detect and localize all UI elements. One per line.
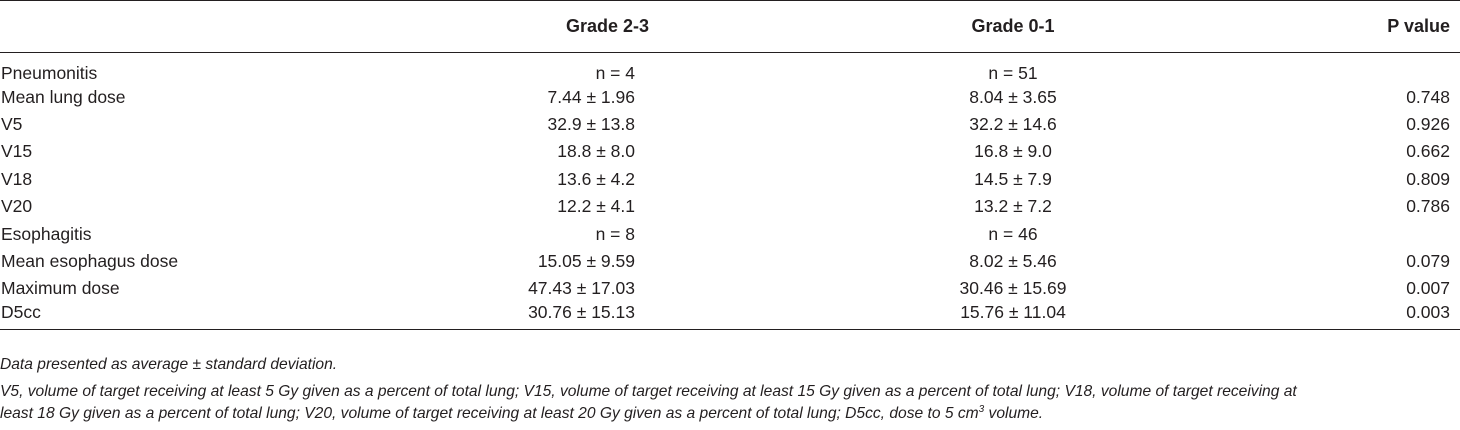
p-value-cell: 0.809 — [1406, 168, 1450, 189]
table-header: Grade 2-3 Grade 0-1 P value — [0, 0, 1460, 53]
p-value-cell: 0.079 — [1406, 251, 1450, 272]
header-row: Grade 2-3 Grade 0-1 P value — [0, 0, 1460, 53]
table-row: V5 32.9 ± 13.8 32.2 ± 14.6 0.926 — [0, 110, 1460, 137]
table-row: V15 18.8 ± 8.0 16.8 ± 9.0 0.662 — [0, 138, 1460, 165]
p-value-cell — [1373, 220, 1460, 247]
grade-0-1-cell: n = 46 — [988, 223, 1038, 244]
grade-0-1-cell: 32.2 ± 14.6 — [969, 114, 1057, 135]
grade-0-1-cell: n = 51 — [988, 63, 1038, 83]
row-label: Pneumonitis — [1, 63, 98, 83]
dose-comparison-table: Grade 2-3 Grade 0-1 P value Pneumonitis … — [0, 0, 1460, 331]
table-row: V20 12.2 ± 4.1 13.2 ± 7.2 0.786 — [0, 193, 1460, 220]
grade-2-3-cell: n = 8 — [595, 223, 635, 244]
abbreviations-note: V5, volume of target receiving at least … — [0, 381, 1460, 425]
grade-0-1-cell: 8.04 ± 3.65 — [969, 86, 1057, 107]
row-label: Mean esophagus dose — [1, 251, 179, 272]
table-row: Mean esophagus dose 15.05 ± 9.59 8.02 ± … — [0, 247, 1460, 274]
row-label: V18 — [1, 168, 33, 189]
grade-0-1-cell: 14.5 ± 7.9 — [974, 168, 1052, 189]
grade-2-3-cell: 7.44 ± 1.96 — [547, 86, 635, 107]
grade-2-3-cell: 18.8 ± 8.0 — [557, 141, 635, 162]
table-row: Esophagitis n = 8 n = 46 — [0, 220, 1460, 247]
row-label: V15 — [1, 141, 33, 162]
row-label: Esophagitis — [1, 223, 92, 244]
table-row: Mean lung dose 7.44 ± 1.96 8.04 ± 3.65 0… — [0, 83, 1460, 110]
grade-2-3-cell: 13.6 ± 4.2 — [557, 168, 635, 189]
abbreviations-line-2: least 18 Gy given as a percent of total … — [0, 405, 979, 422]
grade-0-1-cell: 15.76 ± 11.04 — [673, 302, 1373, 331]
p-value-cell: 0.003 — [1373, 302, 1460, 331]
row-label: D5cc — [0, 302, 340, 331]
row-label: V20 — [1, 196, 33, 217]
grade-2-3-cell: 12.2 ± 4.1 — [557, 196, 635, 217]
table-body: Pneumonitis n = 4 n = 51 Mean lung dose … — [0, 53, 1460, 331]
grade-0-1-cell: 8.02 ± 5.46 — [969, 251, 1057, 272]
grade-0-1-cell: 16.8 ± 9.0 — [974, 141, 1052, 162]
header-label-cell — [0, 0, 340, 53]
grade-0-1-cell: 30.46 ± 15.69 — [959, 278, 1067, 299]
grade-2-3-cell: 32.9 ± 13.8 — [547, 114, 635, 135]
table-row: D5cc 30.76 ± 15.13 15.76 ± 11.04 0.003 — [0, 302, 1460, 331]
row-label: V5 — [1, 114, 23, 135]
grade-2-3-cell: 47.43 ± 17.03 — [528, 278, 635, 299]
header-p-value: P value — [1373, 0, 1460, 53]
superscript-three: 3 — [978, 403, 985, 415]
table-row: Maximum dose 47.43 ± 17.03 30.46 ± 15.69… — [0, 275, 1460, 302]
table-row: Pneumonitis n = 4 n = 51 — [0, 53, 1460, 84]
p-value-cell: 0.926 — [1406, 114, 1450, 135]
p-value-cell: 0.748 — [1406, 86, 1450, 107]
grade-2-3-cell: n = 4 — [595, 63, 635, 83]
abbreviations-line-1: V5, volume of target receiving at least … — [0, 383, 1297, 400]
data-presentation-note: Data presented as average ± standard dev… — [0, 356, 338, 373]
p-value-cell: 0.662 — [1406, 141, 1450, 162]
grade-2-3-cell: 30.76 ± 15.13 — [340, 302, 673, 331]
p-value-cell: 0.007 — [1406, 278, 1450, 299]
header-grade-0-1: Grade 0-1 — [673, 0, 1373, 53]
p-value-cell: 0.786 — [1406, 196, 1450, 217]
p-value-cell — [1373, 53, 1460, 84]
abbreviations-line-2-end: volume. — [984, 405, 1044, 422]
grade-2-3-cell: 15.05 ± 9.59 — [537, 251, 635, 272]
grade-0-1-cell: 13.2 ± 7.2 — [974, 196, 1052, 217]
row-label: Mean lung dose — [1, 86, 126, 107]
table-footnotes: Data presented as average ± standard dev… — [0, 354, 1460, 425]
row-label: Maximum dose — [1, 278, 120, 299]
header-grade-2-3: Grade 2-3 — [340, 0, 673, 53]
table-row: V18 13.6 ± 4.2 14.5 ± 7.9 0.809 — [0, 165, 1460, 192]
